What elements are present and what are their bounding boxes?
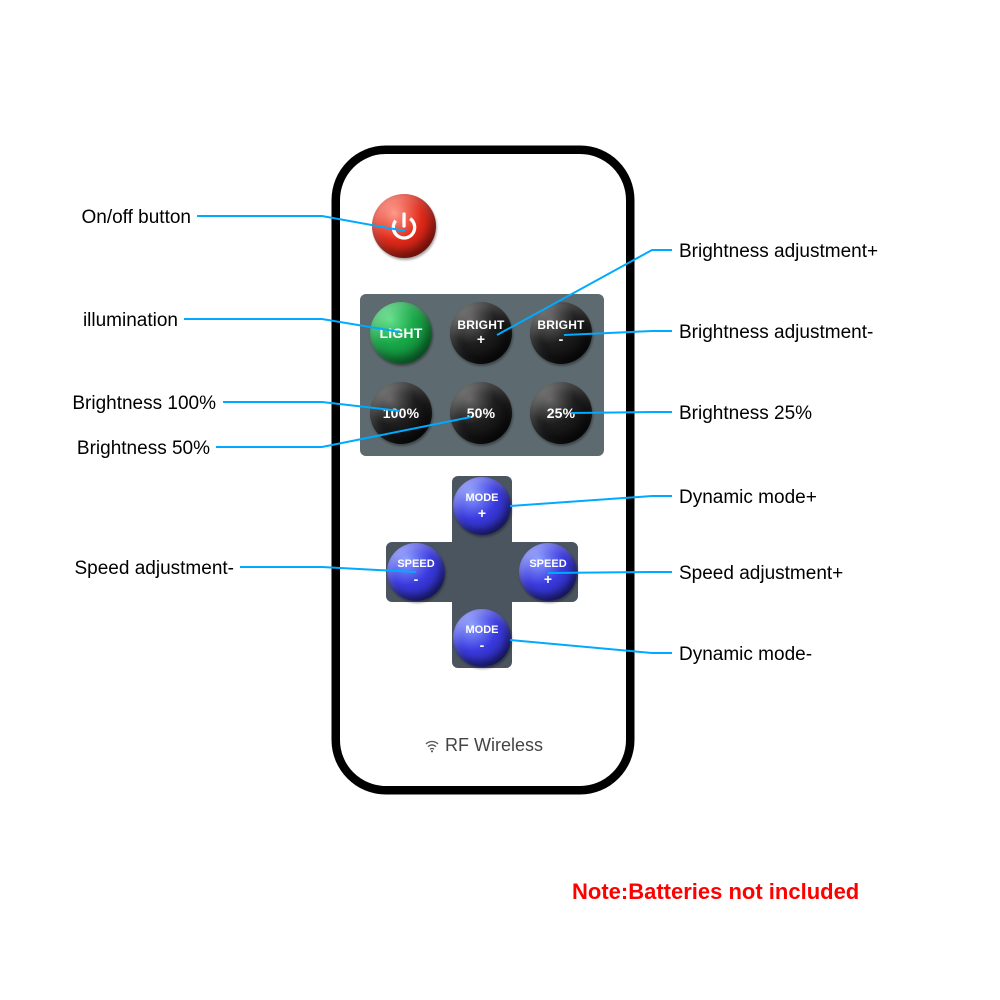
- rf-wireless-label: RF Wireless: [424, 735, 543, 756]
- mode-minus-label2: -: [480, 637, 485, 653]
- power-icon: [388, 210, 420, 242]
- wifi-icon: [424, 738, 440, 754]
- bright-plus-label2: +: [477, 332, 485, 347]
- callout-illum: illumination: [56, 310, 178, 332]
- mode-minus-button[interactable]: MODE -: [453, 609, 511, 667]
- callout-modeplus: Dynamic mode+: [679, 487, 817, 509]
- bright-minus-label2: -: [559, 332, 564, 347]
- pct25-button[interactable]: 25%: [530, 382, 592, 444]
- speed-plus-button[interactable]: SPEED +: [519, 543, 577, 601]
- rf-wireless-text: RF Wireless: [445, 735, 543, 756]
- speed-minus-label2: -: [414, 571, 419, 587]
- diagram-stage: LIGHT BRIGHT + BRIGHT - 100% 50% 25% MOD…: [0, 0, 1000, 1000]
- bright-minus-button[interactable]: BRIGHT -: [530, 302, 592, 364]
- bright-minus-label1: BRIGHT: [537, 319, 584, 332]
- speed-plus-label1: SPEED: [529, 558, 566, 570]
- callout-modeminus: Dynamic mode-: [679, 644, 812, 666]
- bright-plus-button[interactable]: BRIGHT +: [450, 302, 512, 364]
- callout-bplus: Brightness adjustment+: [679, 241, 878, 263]
- mode-plus-button[interactable]: MODE +: [453, 477, 511, 535]
- note-batteries: Note:Batteries not included: [572, 879, 859, 905]
- callout-b100: Brightness 100%: [46, 393, 216, 415]
- pct50-label: 50%: [467, 406, 496, 421]
- mode-minus-label1: MODE: [466, 624, 499, 636]
- callout-onoff: On/off button: [56, 207, 191, 229]
- dpad: MODE + SPEED - SPEED + MODE -: [386, 476, 578, 668]
- speed-plus-label2: +: [544, 571, 552, 587]
- light-button-label: LIGHT: [380, 326, 423, 341]
- callout-b50: Brightness 50%: [56, 438, 210, 460]
- pct25-label: 25%: [547, 406, 576, 421]
- bright-plus-label1: BRIGHT: [457, 319, 504, 332]
- pct100-button[interactable]: 100%: [370, 382, 432, 444]
- callout-speedplus: Speed adjustment+: [679, 563, 843, 585]
- speed-minus-label1: SPEED: [397, 558, 434, 570]
- mode-plus-label1: MODE: [466, 492, 499, 504]
- pct100-label: 100%: [383, 406, 420, 421]
- callout-speedminus: Speed adjustment-: [46, 558, 234, 580]
- mode-plus-label2: +: [478, 505, 486, 521]
- light-button[interactable]: LIGHT: [370, 302, 432, 364]
- callout-bminus: Brightness adjustment-: [679, 322, 873, 344]
- power-button[interactable]: [372, 194, 436, 258]
- pct50-button[interactable]: 50%: [450, 382, 512, 444]
- speed-minus-button[interactable]: SPEED -: [387, 543, 445, 601]
- callout-b25: Brightness 25%: [679, 403, 812, 425]
